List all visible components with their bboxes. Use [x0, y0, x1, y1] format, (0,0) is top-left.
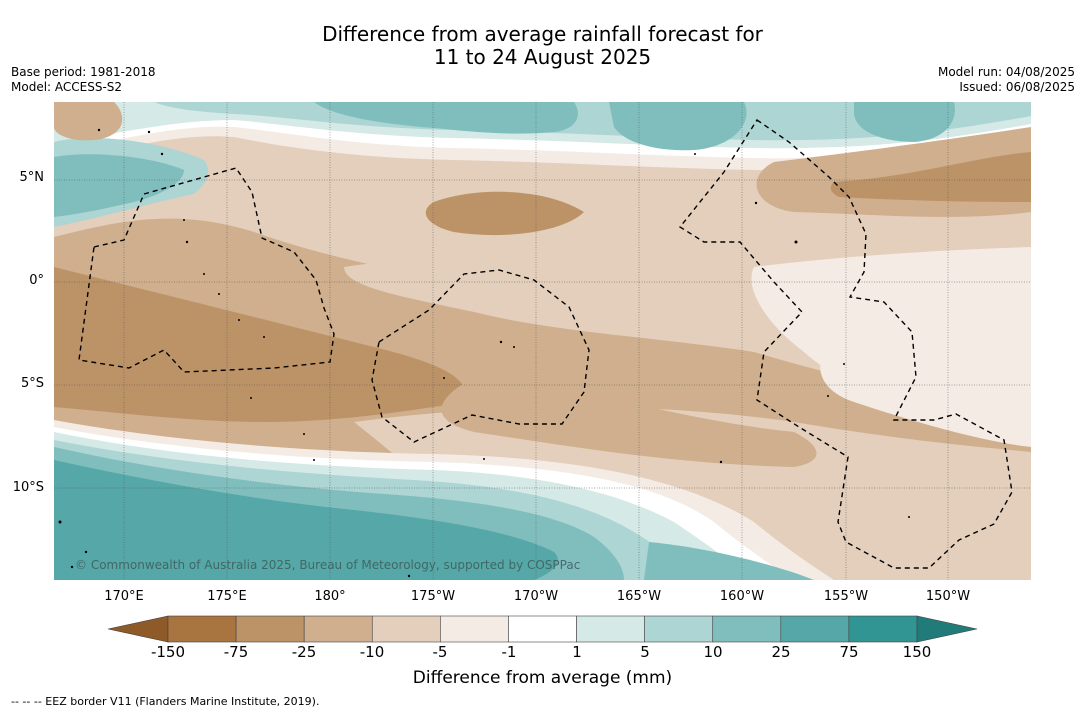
lon-label-170e: 170°E: [104, 589, 144, 604]
copyright-notice: © Commonwealth of Australia 2025, Bureau…: [75, 558, 581, 572]
lon-label-175e: 175°E: [207, 589, 247, 604]
lon-label-170w: 170°W: [513, 589, 559, 604]
eez-central: [371, 269, 590, 443]
eez-borders: [78, 119, 1013, 569]
island-outlines: [58, 128, 910, 578]
colorbar-tick-label: 5: [640, 643, 650, 661]
south-dry-strong-west: [54, 267, 466, 422]
north-cell-wet-25-a: [314, 102, 578, 134]
lon-label-165w: 165°W: [616, 589, 662, 604]
colorbar-tick-label: -75: [223, 643, 249, 661]
model-name: Model: ACCESS-S2: [11, 80, 123, 94]
colorbar: [107, 615, 978, 643]
north-west-dry-lobe: [54, 102, 123, 141]
colorbar-cell: [235, 615, 305, 643]
colorbar-cell: [371, 615, 441, 643]
colorbar-tick-label: 10: [703, 643, 723, 661]
north-cell-wet-25-b: [609, 102, 747, 151]
colorbar-tick-label: 25: [771, 643, 791, 661]
south-dry-moderate-tail: [441, 372, 817, 467]
colorbar-tick-label: -1: [501, 643, 517, 661]
colorbar-tick-label: 1: [572, 643, 582, 661]
lon-label-175w: 175°W: [410, 589, 456, 604]
rainfall-anomaly-map: [54, 102, 1031, 580]
north-east-dry-strong: [830, 152, 1031, 202]
central-dry-cell-north: [425, 191, 584, 236]
colorbar-title: Difference from average (mm): [412, 668, 673, 688]
eez-west: [78, 167, 335, 373]
colorbar-cell: [644, 615, 714, 643]
lat-label-5s: 5°S: [20, 376, 44, 391]
colorbar-tick-label: 150: [902, 643, 932, 661]
south-east-near-normal: [820, 352, 1031, 447]
colorbar-over-arrow: [916, 615, 978, 643]
lon-label-180: 180°: [314, 589, 346, 604]
lon-label-150w: 150°W: [925, 589, 971, 604]
lon-label-160w: 160°W: [719, 589, 765, 604]
colorbar-tick-label: -150: [150, 643, 186, 661]
eez-legend-note: -- -- -- EEZ border V11 (Flanders Marine…: [11, 695, 320, 708]
lat-label-5n: 5°N: [19, 170, 45, 185]
model-run: Model run: 04/08/2025: [937, 65, 1075, 79]
lon-label-155w: 155°W: [823, 589, 869, 604]
colorbar-cell: [576, 615, 645, 643]
colorbar-cell: [167, 615, 237, 643]
north-cell-wet-25-c: [854, 102, 955, 142]
south-band-wet-75: [54, 460, 558, 580]
colorbar-tick-label: 75: [839, 643, 859, 661]
north-west-wet-25: [54, 154, 184, 217]
lat-label-10s: 10°S: [12, 480, 44, 495]
colorbar-under-arrow: [107, 615, 169, 643]
colorbar-cell: [303, 615, 373, 643]
south-east-wet-cell: [644, 542, 814, 580]
colorbar-tick-label: -10: [359, 643, 385, 661]
colorbar-tick-label: -5: [432, 643, 448, 661]
colorbar-cell: [440, 615, 509, 643]
colorbar-cell: [848, 615, 918, 643]
lat-label-0: 0°: [29, 273, 44, 288]
colorbar-cell: [780, 615, 850, 643]
map-title-line2: 11 to 24 August 2025: [433, 45, 652, 69]
colorbar-cell: [508, 615, 577, 643]
eez-east: [678, 119, 1013, 569]
colorbar-tick-label: -25: [291, 643, 317, 661]
base-period: Base period: 1981-2018: [11, 65, 156, 79]
issued-date: Issued: 06/08/2025: [959, 80, 1075, 94]
colorbar-cell: [712, 615, 782, 643]
map-title-line1: Difference from average rainfall forecas…: [322, 22, 763, 46]
graticule: [54, 102, 1031, 580]
